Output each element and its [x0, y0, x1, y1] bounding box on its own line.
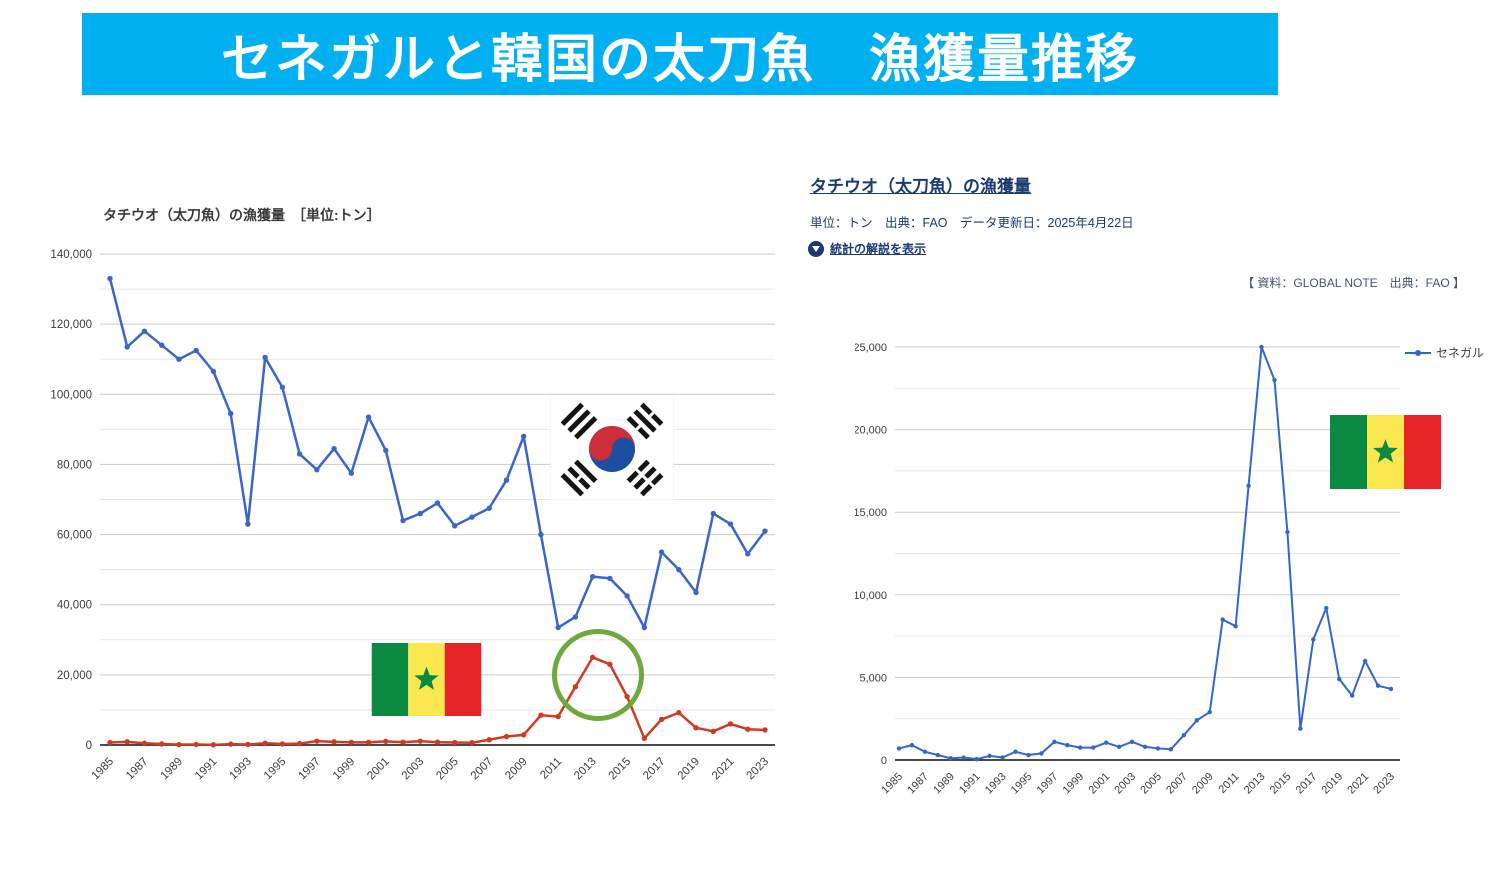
svg-text:20,000: 20,000 [57, 670, 92, 682]
svg-text:15,000: 15,000 [855, 507, 887, 519]
south-korea-flag-icon [550, 398, 674, 500]
svg-text:2023: 2023 [745, 756, 772, 783]
svg-text:1989: 1989 [158, 756, 185, 783]
svg-text:1999: 1999 [1061, 771, 1087, 797]
svg-text:1987: 1987 [905, 771, 931, 797]
svg-text:1997: 1997 [1035, 771, 1061, 797]
svg-text:2005: 2005 [1138, 771, 1164, 797]
svg-text:1987: 1987 [124, 756, 151, 783]
svg-text:1995: 1995 [262, 756, 289, 783]
svg-text:2001: 2001 [365, 756, 392, 783]
svg-text:2007: 2007 [469, 756, 496, 783]
svg-text:2013: 2013 [572, 756, 599, 783]
svg-text:1993: 1993 [227, 756, 254, 783]
slide-title: セネガルと韓国の太刀魚 漁獲量推移 [220, 30, 1139, 89]
left-chart-title: タチウオ（太刀魚）の漁獲量 ［単位:トン］ [103, 207, 381, 223]
left-line-chart: 0 20,000 40,000 60,000 80,000 100,000 120,000 1… [50, 249, 775, 783]
svg-text:1989: 1989 [931, 771, 957, 797]
svg-text:2015: 2015 [1268, 771, 1294, 797]
svg-text:2011: 2011 [1217, 771, 1242, 796]
svg-text:1985: 1985 [879, 771, 905, 797]
highlight-circle-annotation [552, 629, 644, 721]
svg-text:20,000: 20,000 [855, 425, 887, 437]
svg-text:40,000: 40,000 [57, 600, 92, 612]
svg-text:2013: 2013 [1242, 771, 1268, 797]
show-explanation-toggle[interactable]: 統計の解説を表示 [808, 240, 926, 257]
svg-text:60,000: 60,000 [57, 530, 92, 542]
show-explanation-label: 統計の解説を表示 [830, 242, 927, 256]
svg-text:1997: 1997 [296, 756, 323, 783]
svg-text:2007: 2007 [1164, 771, 1190, 797]
svg-text:1993: 1993 [983, 771, 1009, 797]
svg-text:25,000: 25,000 [855, 342, 887, 354]
svg-text:0: 0 [86, 740, 92, 752]
svg-text:2011: 2011 [538, 756, 564, 782]
chevron-down-circle-icon [808, 240, 824, 257]
svg-text:2009: 2009 [1190, 771, 1216, 797]
svg-text:2015: 2015 [607, 756, 634, 783]
svg-text:2019: 2019 [1320, 771, 1346, 797]
svg-text:1991: 1991 [193, 756, 220, 783]
svg-text:2001: 2001 [1086, 771, 1112, 797]
svg-text:2021: 2021 [710, 756, 737, 783]
senegal-flag-icon [1330, 415, 1441, 489]
svg-text:1999: 1999 [331, 756, 358, 783]
svg-text:2021: 2021 [1345, 771, 1371, 797]
svg-text:1991: 1991 [957, 771, 983, 797]
svg-text:2009: 2009 [503, 756, 530, 783]
svg-text:0: 0 [881, 755, 887, 767]
svg-text:5,000: 5,000 [859, 672, 887, 684]
svg-text:2017: 2017 [1294, 771, 1320, 797]
svg-text:2023: 2023 [1371, 771, 1397, 797]
svg-text:10,000: 10,000 [855, 590, 887, 602]
stat-page-title-link[interactable]: タチウオ（太刀魚）の漁獲量 [810, 177, 1031, 196]
legend-line-marker-icon [1405, 349, 1431, 356]
svg-text:140,000: 140,000 [50, 249, 92, 261]
svg-text:2019: 2019 [676, 756, 703, 783]
svg-text:2003: 2003 [1112, 771, 1138, 797]
svg-text:2003: 2003 [400, 756, 427, 783]
title-banner: セネガルと韓国の太刀魚 漁獲量推移 [82, 13, 1278, 95]
svg-text:1985: 1985 [90, 756, 117, 783]
svg-text:2017: 2017 [641, 756, 668, 783]
svg-text:1995: 1995 [1009, 771, 1035, 797]
svg-text:120,000: 120,000 [50, 319, 92, 331]
svg-text:100,000: 100,000 [50, 389, 92, 401]
stat-meta-text: 単位：トン 出典：FAO データ更新日：2025年4月22日 [810, 216, 1134, 230]
svg-text:2005: 2005 [434, 756, 461, 783]
senegal-flag-icon [371, 643, 482, 716]
source-attribution: 【 資料：GLOBAL NOTE 出典：FAO 】 [1242, 276, 1465, 290]
chart-legend: セネガル [1405, 344, 1484, 361]
legend-label: セネガル [1436, 346, 1485, 360]
svg-text:80,000: 80,000 [57, 459, 92, 471]
